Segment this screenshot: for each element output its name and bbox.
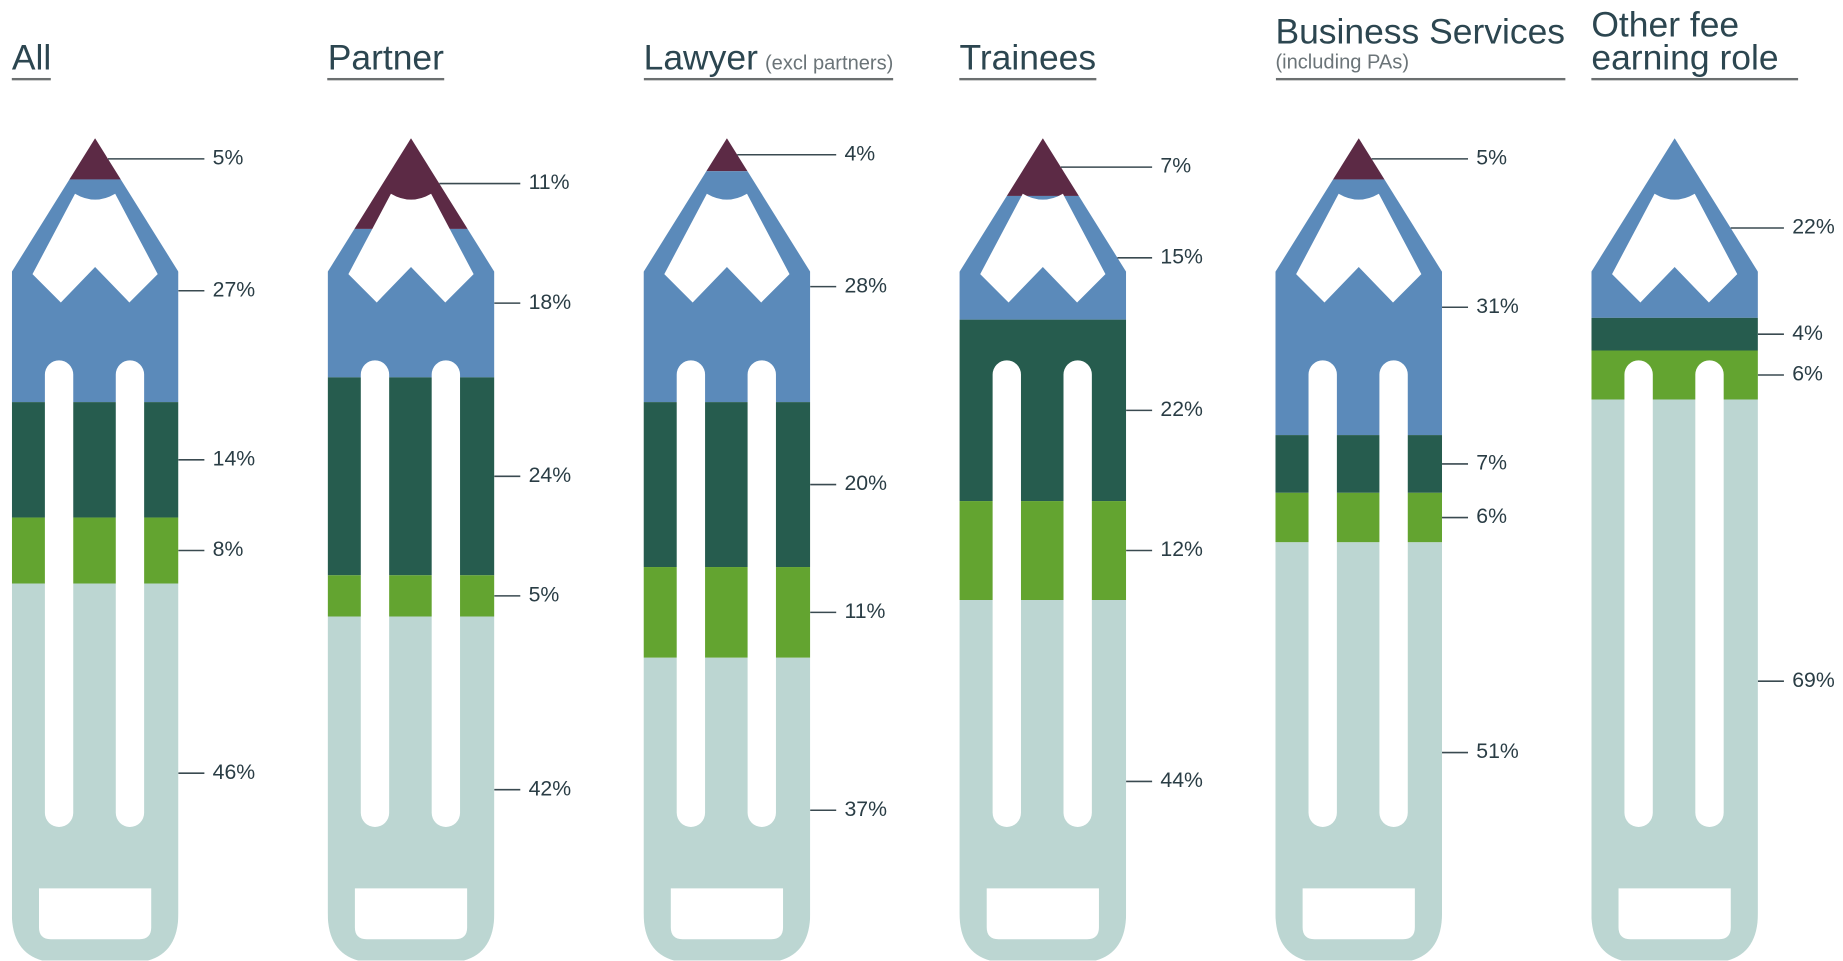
- value-label: 20%: [844, 471, 887, 495]
- header-box: Lawyer (excl partners): [643, 41, 894, 81]
- header-subtitle: (excl partners): [764, 51, 894, 75]
- value-label: 31%: [1476, 294, 1519, 318]
- pencil-wood: [1612, 193, 1738, 303]
- header-box: Trainees: [959, 41, 1097, 81]
- pencil-groove: [992, 360, 1021, 827]
- header-box: All: [11, 41, 52, 81]
- header-title: Other fee earning role: [1591, 5, 1779, 78]
- column-header: Trainees: [959, 41, 1097, 81]
- value-label: 22%: [1792, 215, 1835, 239]
- segment: [1275, 492, 1443, 543]
- pencil-wood: [664, 193, 790, 303]
- segment: [1275, 435, 1443, 493]
- header-subtitle: (including PAs): [1275, 50, 1410, 74]
- value-label: 37%: [844, 797, 887, 821]
- value-label: 27%: [213, 277, 256, 301]
- value-label: 11%: [529, 170, 570, 194]
- pencil: [1591, 138, 1758, 961]
- pencil-groove: [431, 360, 461, 827]
- column-header: Lawyer (excl partners): [643, 41, 894, 81]
- pencil-groove: [676, 360, 706, 827]
- pencil-wood: [32, 193, 158, 303]
- pencil-groove: [1695, 360, 1724, 827]
- segment: [1591, 350, 1758, 400]
- pencil-eraser: [38, 888, 152, 940]
- pencil: [11, 138, 179, 961]
- segment: [11, 402, 179, 518]
- pencil: [959, 138, 1127, 961]
- value-label: 15%: [1160, 244, 1203, 268]
- value-label: 8%: [213, 537, 244, 561]
- header-box: Business Services (including PAs): [1275, 15, 1566, 81]
- header-box: Other fee earning role: [1591, 5, 1799, 81]
- value-label: 51%: [1476, 739, 1519, 763]
- pencil-eraser: [986, 888, 1099, 940]
- pencil-eraser: [670, 888, 784, 940]
- value-label: 42%: [529, 776, 572, 800]
- pencil-groove: [115, 360, 145, 827]
- pencil-groove: [1624, 360, 1653, 827]
- pencil-groove: [44, 360, 74, 827]
- column-header: Business Services (including PAs): [1275, 15, 1566, 81]
- value-label: 4%: [844, 141, 875, 165]
- value-label: 7%: [1476, 451, 1507, 475]
- value-label: 6%: [1476, 504, 1507, 528]
- pencil: [643, 138, 811, 961]
- pencil-groove: [1379, 360, 1408, 827]
- segment: [1591, 317, 1758, 351]
- column-header: All: [11, 41, 52, 81]
- value-label: 22%: [1160, 397, 1203, 421]
- segment: [643, 402, 811, 568]
- segment: [643, 567, 811, 658]
- segment: [959, 501, 1127, 601]
- value-label: 18%: [529, 290, 572, 314]
- segment: [327, 575, 495, 617]
- pencil: [327, 138, 495, 961]
- header-title: Lawyer: [643, 38, 758, 78]
- header-title: Trainees: [959, 38, 1097, 78]
- header-title: Partner: [327, 38, 444, 78]
- pencil-groove: [360, 360, 390, 827]
- column-header: Partner: [327, 41, 444, 81]
- value-label: 5%: [1476, 145, 1507, 169]
- segment: [959, 319, 1127, 502]
- value-label: 6%: [1792, 362, 1823, 386]
- value-label: 12%: [1160, 537, 1203, 561]
- value-label: 44%: [1160, 768, 1203, 792]
- pencil-wood: [1296, 193, 1422, 303]
- value-label: 46%: [213, 760, 256, 784]
- pencil-wood: [348, 193, 474, 303]
- header-title: All: [11, 38, 52, 78]
- pencil-eraser: [354, 888, 468, 940]
- value-label: 5%: [213, 145, 244, 169]
- header-box: Partner: [327, 41, 444, 81]
- value-label: 28%: [844, 273, 887, 297]
- column-header: Other fee earning role: [1591, 5, 1799, 81]
- pencil-groove: [747, 360, 776, 827]
- pencil-wood: [980, 193, 1106, 303]
- segment: [327, 377, 495, 576]
- pencil-groove: [1063, 360, 1092, 827]
- pencil-eraser: [1302, 888, 1415, 940]
- value-label: 7%: [1160, 154, 1191, 178]
- value-label: 14%: [213, 446, 256, 470]
- header-title: Business Services: [1275, 12, 1566, 52]
- value-label: 5%: [529, 583, 560, 607]
- value-label: 4%: [1792, 321, 1823, 345]
- segment: [11, 517, 179, 584]
- value-label: 24%: [529, 463, 572, 487]
- pencil-eraser: [1618, 888, 1731, 940]
- segment: [1591, 399, 1758, 961]
- value-label: 69%: [1792, 668, 1835, 692]
- value-label: 11%: [844, 599, 885, 623]
- pencil-groove: [1308, 360, 1337, 827]
- pencil: [1275, 138, 1443, 961]
